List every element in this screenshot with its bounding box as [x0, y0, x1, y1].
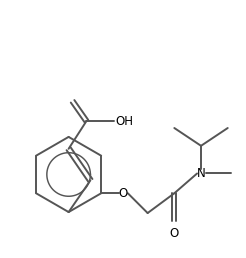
Text: O: O	[170, 227, 179, 240]
Text: N: N	[197, 167, 205, 180]
Text: OH: OH	[115, 115, 133, 128]
Text: O: O	[118, 187, 127, 200]
